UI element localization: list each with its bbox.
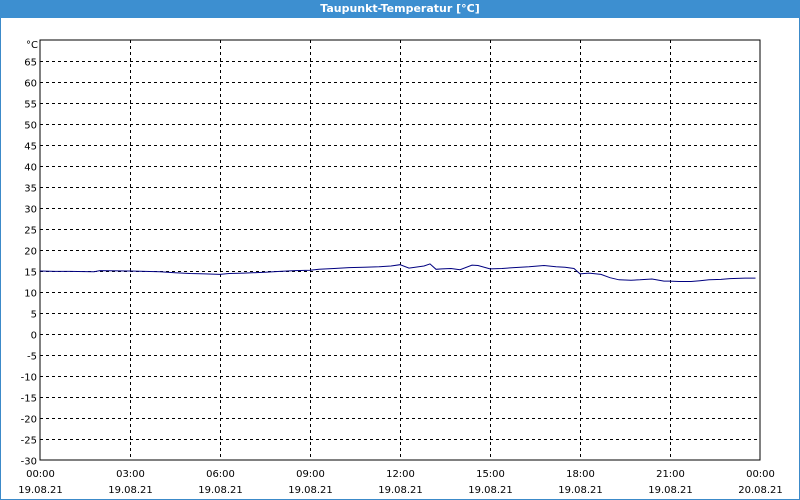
x-tick-date: 19.08.21 [648,485,693,496]
y-tick-label: 55 [24,100,37,111]
y-tick-label: -15 [21,394,37,405]
y-tick-label: 5 [31,310,37,321]
x-tick-time: 21:00 [656,469,685,480]
x-tick-date: 19.08.21 [18,485,63,496]
y-tick-label: -5 [27,352,37,363]
y-tick-label: 45 [24,142,37,153]
y-axis-ticks: 65605550454035302520151050-5-10-15-20-25… [21,40,38,468]
x-tick-time: 00:00 [26,469,55,480]
x-tick-time: 06:00 [206,469,235,480]
x-axis-ticks: 00:00 19.08.21 03:00 19.08.21 06:00 19.08.21 0… [18,469,783,496]
x-tick-time: 09:00 [296,469,325,480]
y-tick-label: -30 [21,457,37,468]
y-tick-label: 0 [31,331,37,342]
x-tick-date: 19.08.21 [468,485,513,496]
plot-area-border [39,39,761,461]
y-tick-label: 10 [24,289,37,300]
x-tick-date: 19.08.21 [378,485,423,496]
x-tick-time: 03:00 [116,469,145,480]
axes [39,39,761,461]
grid [40,40,760,460]
x-tick-date: 19.08.21 [108,485,153,496]
chart-title: Taupunkt-Temperatur [°C] [0,0,800,18]
y-unit-label: °C [26,40,38,51]
x-tick-date: 20.08.21 [738,485,783,496]
y-tick-label: 35 [24,184,37,195]
y-tick-label: 15 [24,268,37,279]
y-tick-label: 60 [24,79,37,90]
y-tick-label: -20 [21,415,37,426]
x-tick-date: 19.08.21 [288,485,333,496]
series-layer [39,263,756,282]
x-tick-date: 19.08.21 [198,485,243,496]
y-tick-label: 50 [24,121,37,132]
y-tick-label: -25 [21,436,37,447]
series-line-dewpoint [39,263,756,282]
y-tick-label: 20 [24,247,37,258]
x-tick-time: 00:00 [746,469,775,480]
y-tick-label: 40 [24,163,37,174]
y-tick-label: 25 [24,226,37,237]
x-tick-time: 12:00 [386,469,415,480]
x-tick-time: 15:00 [476,469,505,480]
y-tick-label: 65 [24,58,37,69]
x-tick-time: 18:00 [566,469,595,480]
y-tick-label: -10 [21,373,37,384]
x-tick-date: 19.08.21 [558,485,603,496]
y-tick-label: 30 [24,205,37,216]
